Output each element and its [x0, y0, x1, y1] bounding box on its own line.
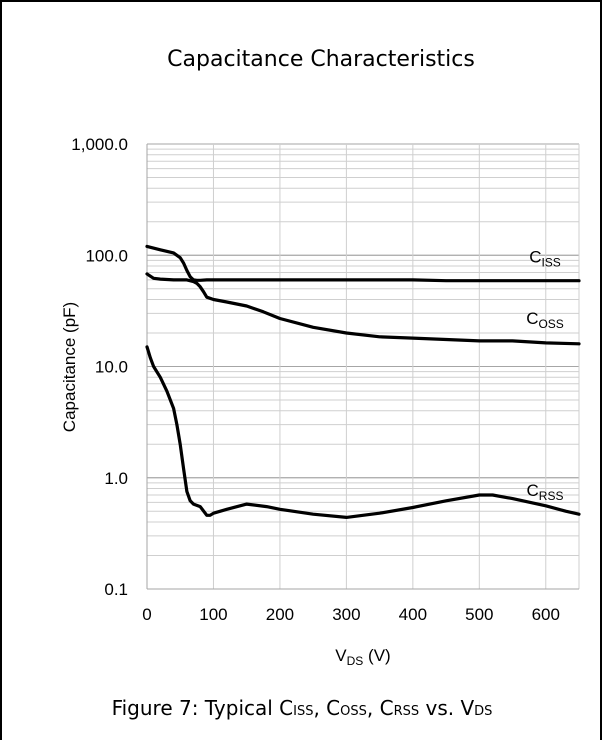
- grid-lines: [146, 143, 580, 590]
- y-tick-label: 1,000.0: [71, 135, 128, 154]
- x-tick-label: 500: [465, 605, 493, 624]
- series-label-ciss: CISS: [529, 248, 561, 270]
- series-labels: CISS COSS CRSS: [526, 248, 564, 503]
- series-line-ciss: [145, 244, 581, 283]
- y-tick-labels: 0.1 1.0 10.0 100.0 1,000.0: [71, 135, 128, 599]
- x-tick-label: 400: [399, 605, 427, 624]
- x-tick-label: 300: [332, 605, 360, 624]
- y-axis-label: Capacitance (pF): [60, 302, 79, 432]
- y-tick-label: 0.1: [104, 580, 128, 599]
- x-axis-label: VDS (V): [335, 646, 390, 668]
- figure-caption: Figure 7: Typical CISS, COSS, CRSS vs. V…: [112, 696, 493, 720]
- series-line-coss: [145, 272, 581, 346]
- x-tick-labels: 0 100 200 300 400 500 600: [142, 605, 560, 624]
- chart-title: Capacitance Characteristics: [167, 47, 475, 72]
- series-lines: [145, 244, 581, 520]
- y-tick-label: 10.0: [95, 358, 128, 377]
- series-label-coss: COSS: [526, 309, 564, 331]
- x-tick-label: 200: [266, 605, 294, 624]
- series-label-crss: CRSS: [527, 481, 564, 503]
- x-tick-label: 0: [142, 605, 151, 624]
- series-line-crss: [145, 345, 581, 520]
- x-tick-label: 100: [199, 605, 227, 624]
- y-tick-label: 1.0: [104, 469, 128, 488]
- x-tick-label: 600: [532, 605, 560, 624]
- y-tick-label: 100.0: [85, 246, 128, 265]
